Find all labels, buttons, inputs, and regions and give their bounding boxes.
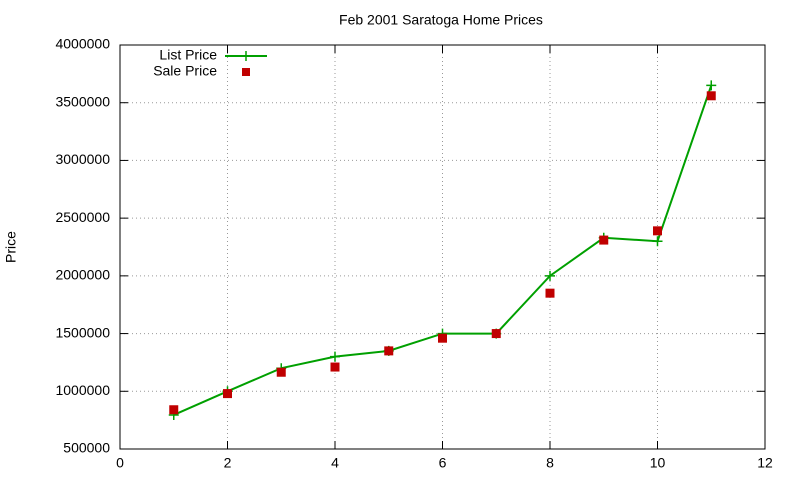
point <box>438 333 447 343</box>
point <box>330 362 340 372</box>
x-tick-label: 10 <box>650 455 666 471</box>
plot-border <box>119 44 766 450</box>
point <box>169 405 179 415</box>
y-tick-label: 2500000 <box>55 209 110 225</box>
point <box>330 351 340 362</box>
x-tick-label: 4 <box>331 455 339 471</box>
point <box>706 91 716 101</box>
legend-marker <box>242 68 250 76</box>
point <box>384 346 394 356</box>
legend-marker <box>241 51 251 61</box>
x-tick-label: 12 <box>757 455 773 471</box>
point <box>223 389 232 399</box>
y-tick-label: 1500000 <box>55 324 110 340</box>
point <box>599 235 609 245</box>
y-tick-label: 500000 <box>63 440 110 456</box>
y-axis-label: Price <box>3 231 19 263</box>
y-tick-label: 1000000 <box>55 382 110 398</box>
y-tick-label: 3500000 <box>55 93 110 109</box>
point <box>545 270 555 281</box>
point <box>491 329 501 339</box>
point <box>276 367 286 377</box>
x-tick-label: 8 <box>546 455 554 471</box>
x-tick-label: 2 <box>224 455 232 471</box>
x-tick-label: 0 <box>116 455 124 471</box>
point <box>706 80 717 91</box>
y-tick-label: 4000000 <box>55 36 110 52</box>
legend-label: List Price <box>159 47 217 63</box>
point <box>653 226 662 236</box>
point <box>545 288 555 298</box>
point <box>652 236 663 247</box>
y-tick-label: 3000000 <box>55 151 110 167</box>
y-tick-label: 2000000 <box>55 267 110 283</box>
x-tick-label: 6 <box>439 455 447 471</box>
legend-label: Sale Price <box>153 63 217 79</box>
chart-title: Feb 2001 Saratoga Home Prices <box>339 12 543 28</box>
